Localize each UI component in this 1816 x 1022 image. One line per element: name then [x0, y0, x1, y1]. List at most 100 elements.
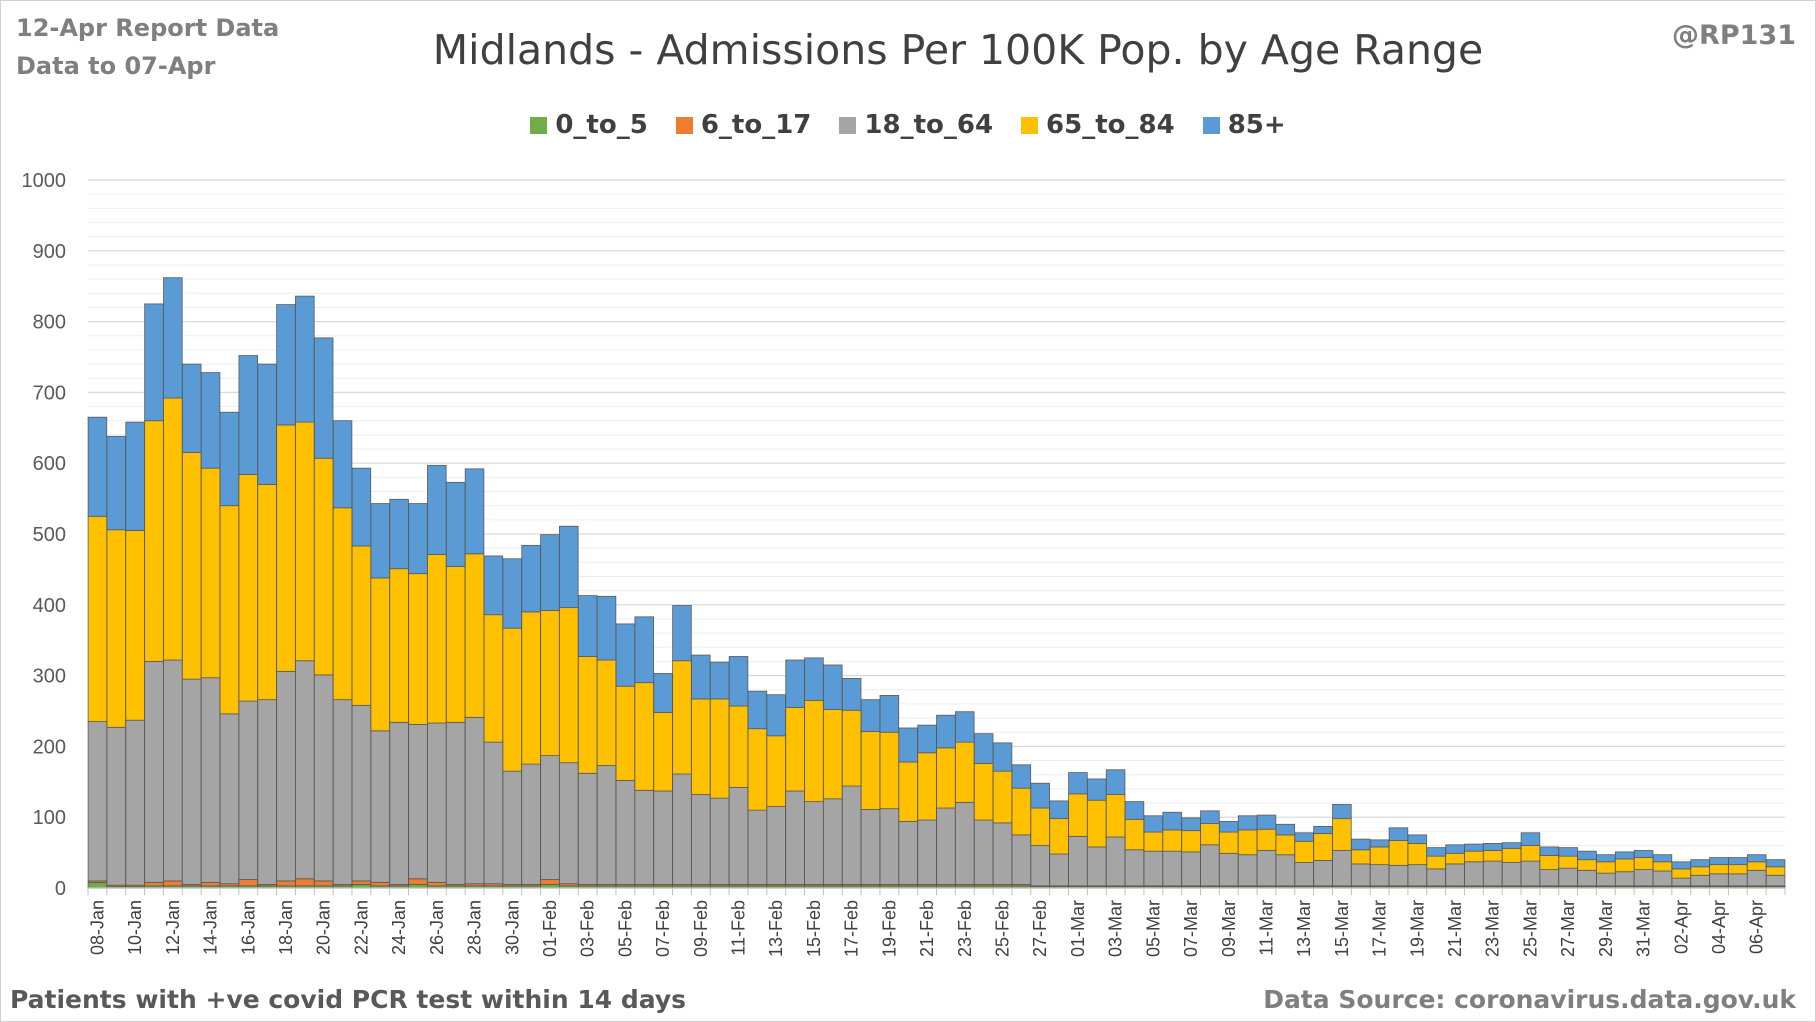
x-tick-label: 27-Feb	[1030, 900, 1050, 957]
segment-18-to-64	[634, 789, 654, 885]
segment-18-to-64	[1124, 849, 1145, 887]
segment-18-to-64	[747, 809, 768, 885]
segment-85-plus	[1219, 821, 1239, 833]
segment-65-to-84	[1520, 845, 1541, 862]
segment-65-to-84	[955, 741, 975, 803]
segment-85-plus	[936, 714, 956, 749]
segment-65-to-84	[1765, 866, 1786, 876]
data-source: Data Source: coronavirus.data.gov.uk	[1263, 985, 1796, 1014]
segment-18-to-64	[163, 659, 183, 882]
segment-85-plus	[408, 503, 428, 575]
segment-65-to-84	[936, 747, 956, 809]
segment-18-to-64	[1181, 851, 1201, 887]
x-tick-label: 20-Jan	[314, 900, 334, 955]
segment-65-to-84	[1256, 828, 1277, 851]
segment-85-plus	[219, 411, 240, 507]
segment-0-to-5	[87, 881, 108, 889]
segment-65-to-84	[1690, 866, 1710, 876]
segment-85-plus	[1162, 811, 1182, 831]
segment-65-to-84	[427, 554, 447, 724]
segment-65-to-84	[973, 762, 994, 821]
x-tick-label: 02-Apr	[1671, 900, 1691, 954]
segment-85-plus	[1275, 823, 1296, 836]
segment-85-plus	[1068, 772, 1088, 795]
y-tick-label: 0	[55, 878, 66, 900]
x-tick-label: 17-Feb	[842, 900, 862, 957]
segment-18-to-64	[1388, 864, 1409, 887]
segment-65-to-84	[257, 484, 277, 701]
x-tick-label: 31-Mar	[1634, 900, 1654, 957]
segment-18-to-64	[87, 721, 108, 882]
segment-85-plus	[1369, 839, 1390, 848]
segment-18-to-64	[804, 801, 824, 885]
legend-label-6-to-17: 6_to_17	[700, 110, 812, 140]
segment-65-to-84	[1407, 843, 1428, 866]
segment-65-to-84	[917, 752, 937, 821]
segment-65-to-84	[653, 712, 673, 792]
segment-18-to-64	[313, 674, 334, 882]
segment-65-to-84	[1087, 799, 1107, 848]
segment-65-to-84	[1709, 864, 1729, 875]
legend-item-65-to-84: 65_to_84	[1021, 110, 1175, 140]
segment-6-to-17	[370, 881, 390, 887]
segment-65-to-84	[634, 682, 654, 791]
segment-85-plus	[313, 337, 334, 459]
segment-18-to-64	[1709, 873, 1729, 887]
segment-85-plus	[1652, 854, 1673, 863]
segment-85-plus	[917, 724, 937, 754]
segment-65-to-84	[1577, 859, 1597, 871]
x-tick-label: 24-Jan	[389, 900, 409, 955]
segment-65-to-84	[1143, 831, 1164, 852]
legend-item-18-to-64: 18_to_64	[839, 110, 993, 140]
segment-18-to-64	[1558, 867, 1578, 887]
segment-6-to-17	[238, 879, 259, 887]
segment-65-to-84	[313, 457, 334, 676]
segment-85-plus	[1426, 847, 1446, 857]
segment-65-to-84	[351, 545, 372, 706]
segment-65-to-84	[464, 553, 485, 718]
x-tick-label: 10-Jan	[125, 900, 145, 955]
segment-18-to-64	[295, 660, 315, 880]
segment-85-plus	[106, 435, 127, 531]
segment-65-to-84	[709, 698, 730, 799]
segment-85-plus	[1332, 804, 1352, 820]
y-tick-label: 200	[33, 736, 66, 758]
x-tick-label: 19-Mar	[1407, 900, 1427, 957]
segment-18-to-64	[860, 809, 881, 885]
segment-85-plus	[1030, 782, 1050, 809]
segment-65-to-84	[1483, 850, 1503, 862]
segment-65-to-84	[1200, 823, 1220, 846]
segment-18-to-64	[691, 794, 711, 885]
data-to-label: Data to 07-Apr	[16, 52, 216, 80]
segment-18-to-64	[1728, 873, 1748, 887]
segment-18-to-64	[1068, 835, 1088, 887]
segment-65-to-84	[1030, 807, 1050, 846]
segment-18-to-64	[596, 765, 617, 885]
segment-18-to-64	[1690, 874, 1710, 887]
segment-85-plus	[728, 656, 749, 707]
segment-18-to-64	[1671, 877, 1692, 887]
segment-18-to-64	[200, 677, 221, 883]
segment-18-to-64	[540, 755, 560, 880]
segment-65-to-84	[577, 656, 598, 774]
segment-65-to-84	[1275, 834, 1296, 856]
segment-85-plus	[1483, 843, 1503, 851]
segment-65-to-84	[879, 731, 900, 810]
segment-18-to-64	[464, 716, 485, 885]
segment-85-plus	[823, 664, 843, 710]
segment-65-to-84	[483, 614, 504, 743]
segment-18-to-64	[181, 678, 202, 885]
legend-swatch-0-to-5	[530, 116, 548, 134]
x-tick-label: 30-Jan	[502, 900, 522, 955]
legend-label-85-plus: 85+	[1227, 110, 1286, 140]
segment-6-to-17	[540, 879, 560, 885]
segment-18-to-64	[879, 808, 900, 885]
segment-18-to-64	[521, 763, 541, 885]
segment-65-to-84	[672, 660, 692, 775]
x-tick-label: 15-Mar	[1332, 900, 1352, 957]
legend-label-0-to-5: 0_to_5	[555, 110, 648, 140]
segment-85-plus	[1558, 847, 1578, 857]
segment-18-to-64	[1162, 850, 1182, 887]
x-tick-label: 12-Jan	[163, 900, 183, 955]
segment-65-to-84	[1614, 858, 1635, 873]
